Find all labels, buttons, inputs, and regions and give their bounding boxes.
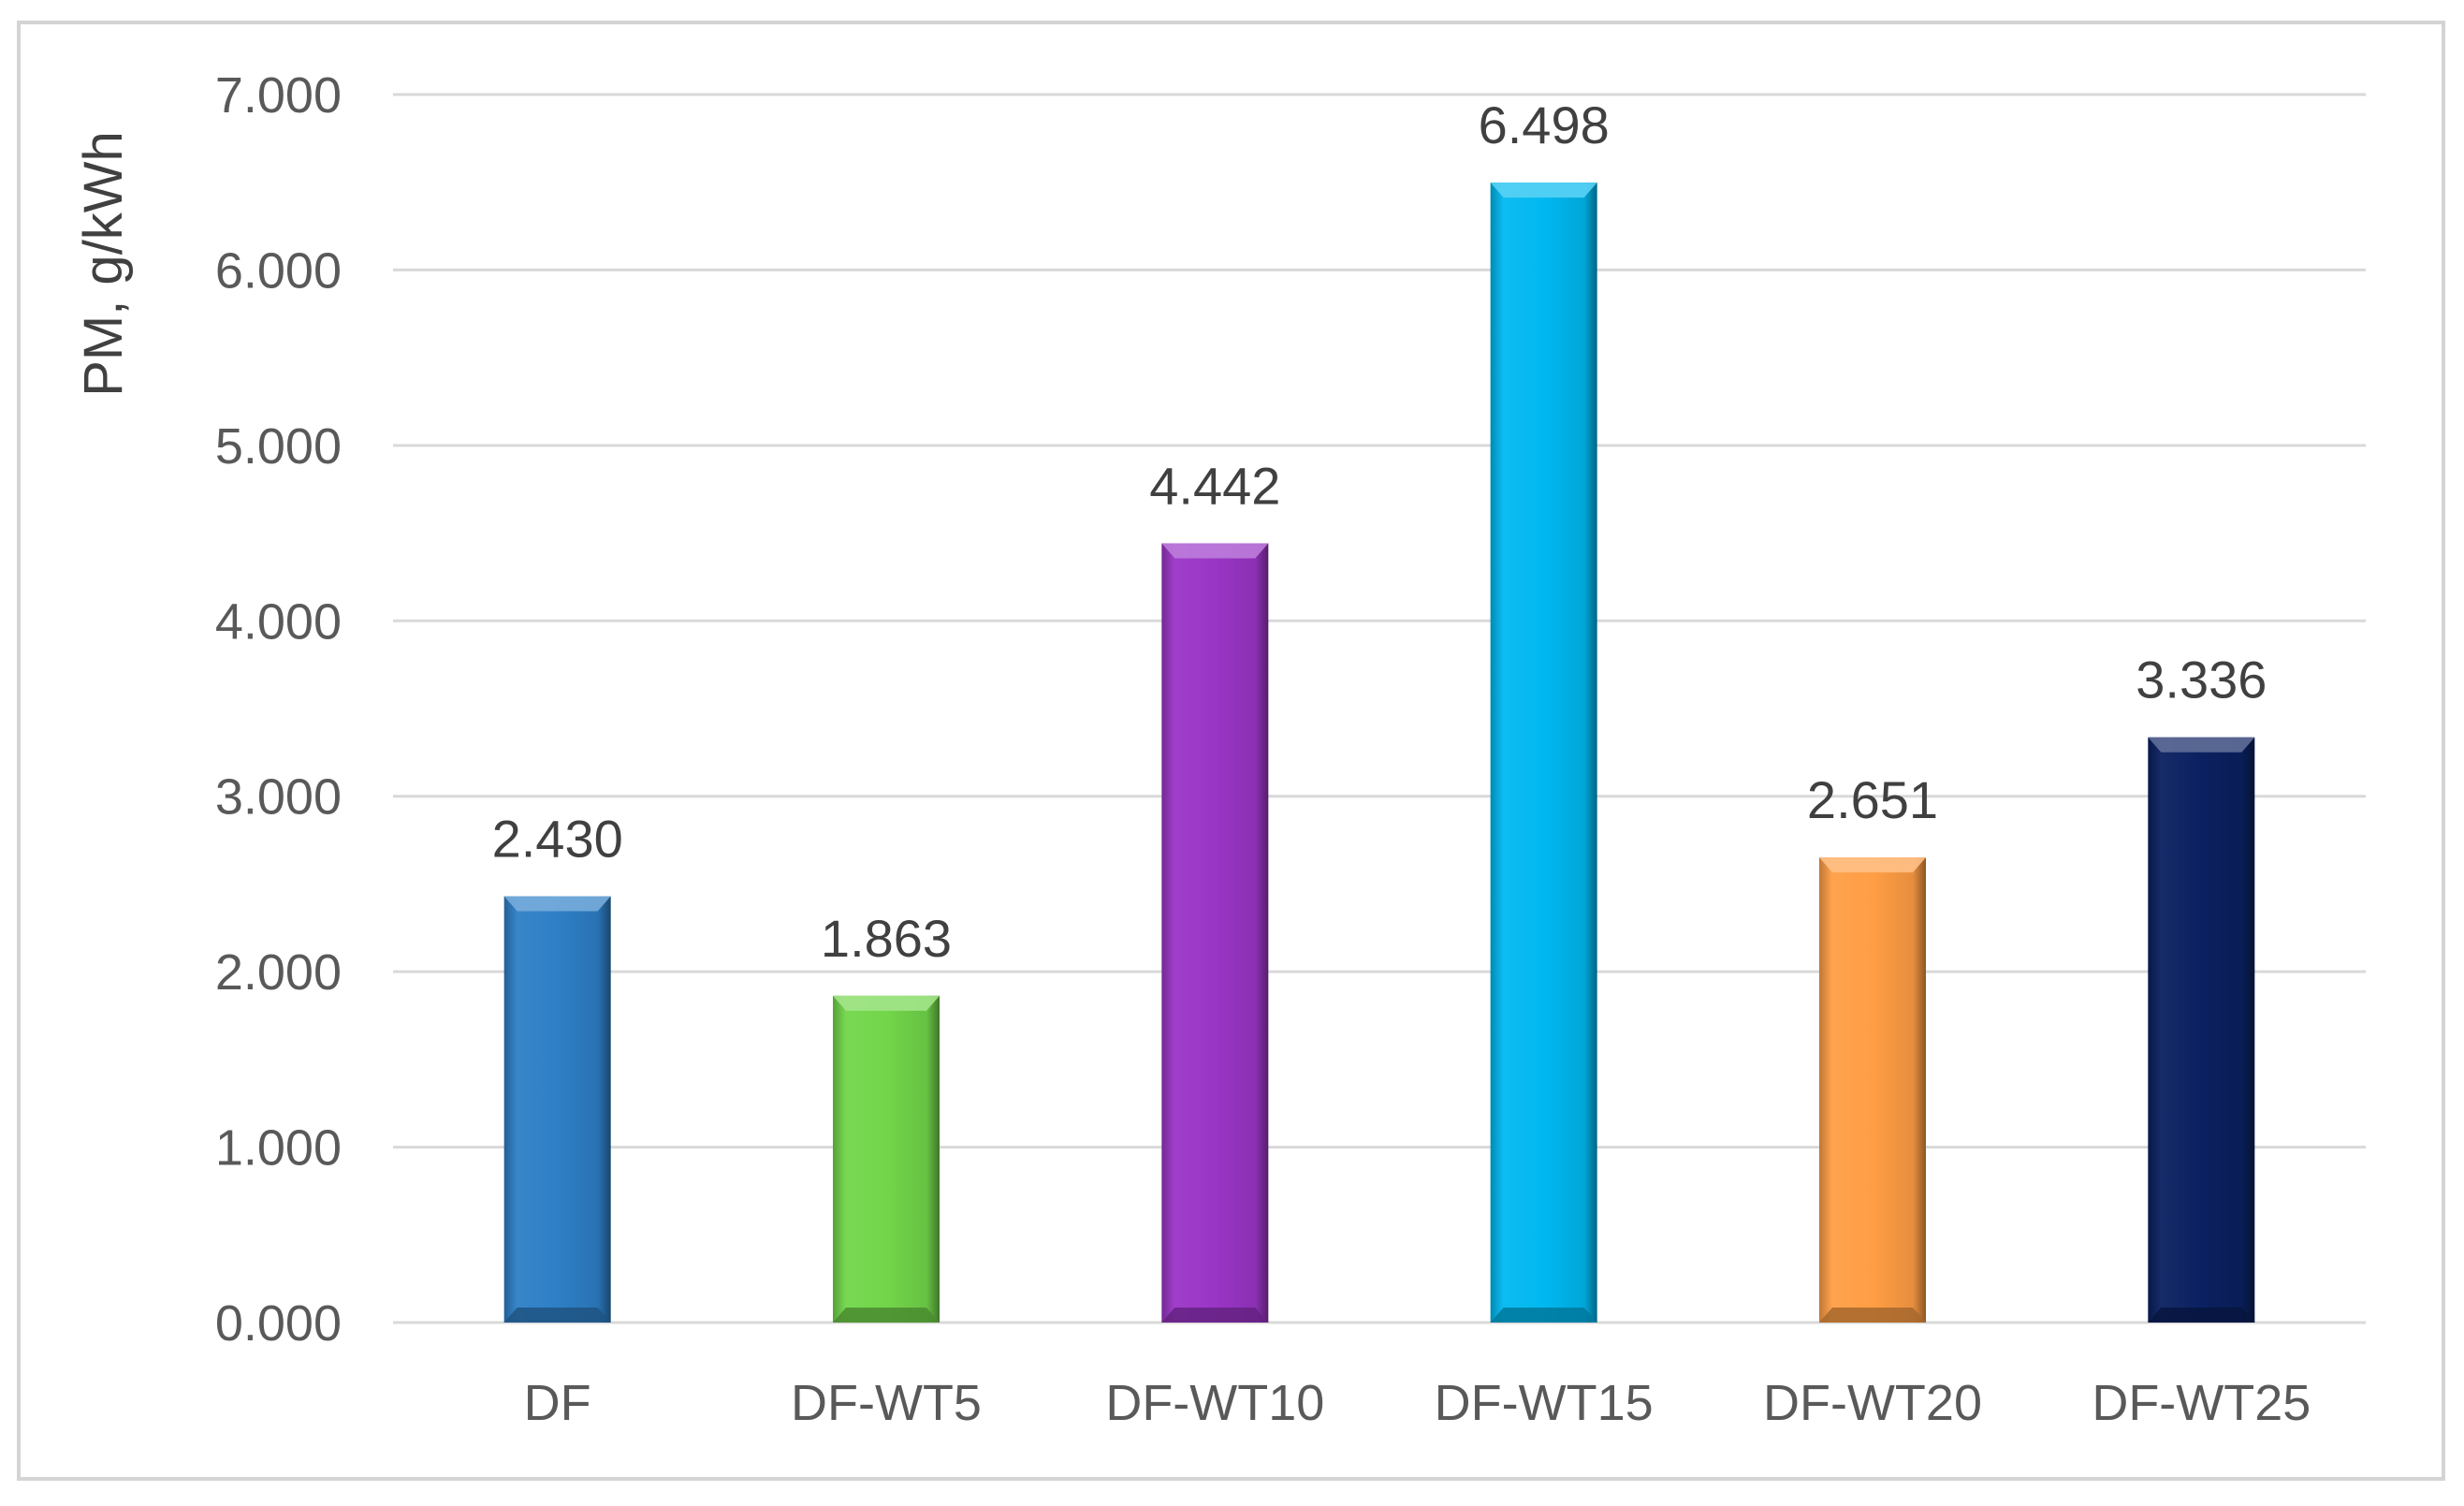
x-category-label: DF-WT15 xyxy=(1435,1375,1654,1431)
data-label: 4.442 xyxy=(1149,456,1280,515)
x-category-label: DF-WT20 xyxy=(1763,1375,1982,1431)
y-axis-ticks: 0.000 1.000 2.000 3.000 4.000 5.000 6.000 7.000 xyxy=(215,67,342,1352)
bars xyxy=(503,183,2255,1323)
y-tick-label: 2.000 xyxy=(215,944,342,1001)
bar-df xyxy=(503,896,611,1323)
bar-df-wt5 xyxy=(833,995,940,1323)
bar xyxy=(1490,183,1597,1323)
bar xyxy=(503,896,611,1323)
y-tick-label: 1.000 xyxy=(215,1120,342,1177)
y-tick-label: 6.000 xyxy=(215,242,342,299)
bar-bevel-bottom xyxy=(2148,1308,2255,1323)
y-axis-title: PM, g/kWh xyxy=(73,131,134,397)
bar-bevel-top xyxy=(1161,543,1269,559)
bar xyxy=(1161,543,1269,1323)
bar xyxy=(833,995,940,1323)
data-labels: 2.430 1.863 4.442 6.498 2.651 3.336 xyxy=(492,95,2267,968)
bar-bevel-bottom xyxy=(833,1308,940,1323)
bar-bevel-top xyxy=(1490,183,1597,198)
bar-df-wt25 xyxy=(2148,737,2255,1323)
x-category-label: DF-WT10 xyxy=(1105,1375,1324,1431)
gridlines xyxy=(393,93,2366,1324)
data-label: 3.336 xyxy=(2136,651,2267,709)
x-axis-categories: DF DF-WT5 DF-WT10 DF-WT15 DF-WT20 DF-WT25 xyxy=(524,1375,2311,1431)
y-tick-label: 5.000 xyxy=(215,418,342,475)
x-category-label: DF-WT5 xyxy=(791,1375,982,1431)
bar-bevel-top xyxy=(503,896,611,912)
bar-bevel-bottom xyxy=(1161,1308,1269,1323)
bar xyxy=(1819,857,1926,1323)
bar-bevel-top xyxy=(2148,737,2255,753)
data-label: 6.498 xyxy=(1479,95,1610,154)
x-category-label: DF-WT25 xyxy=(2092,1375,2311,1431)
bar-bevel-bottom xyxy=(1819,1308,1926,1323)
y-tick-label: 3.000 xyxy=(215,769,342,826)
bar-bevel-top xyxy=(833,995,940,1011)
y-tick-label: 7.000 xyxy=(215,67,342,124)
data-label: 1.863 xyxy=(821,909,952,968)
bar-df-wt10 xyxy=(1161,543,1269,1323)
bar-df-wt20 xyxy=(1819,857,1926,1323)
y-tick-label: 4.000 xyxy=(215,593,342,650)
bar-bevel-bottom xyxy=(1490,1308,1597,1323)
data-label: 2.430 xyxy=(492,810,623,869)
bar xyxy=(2148,737,2255,1323)
bar-bevel-bottom xyxy=(503,1308,611,1323)
x-category-label: DF xyxy=(524,1375,591,1431)
data-label: 2.651 xyxy=(1807,770,1938,829)
y-tick-label: 0.000 xyxy=(215,1295,342,1352)
bar-bevel-top xyxy=(1819,857,1926,873)
bar-df-wt15 xyxy=(1490,183,1597,1323)
